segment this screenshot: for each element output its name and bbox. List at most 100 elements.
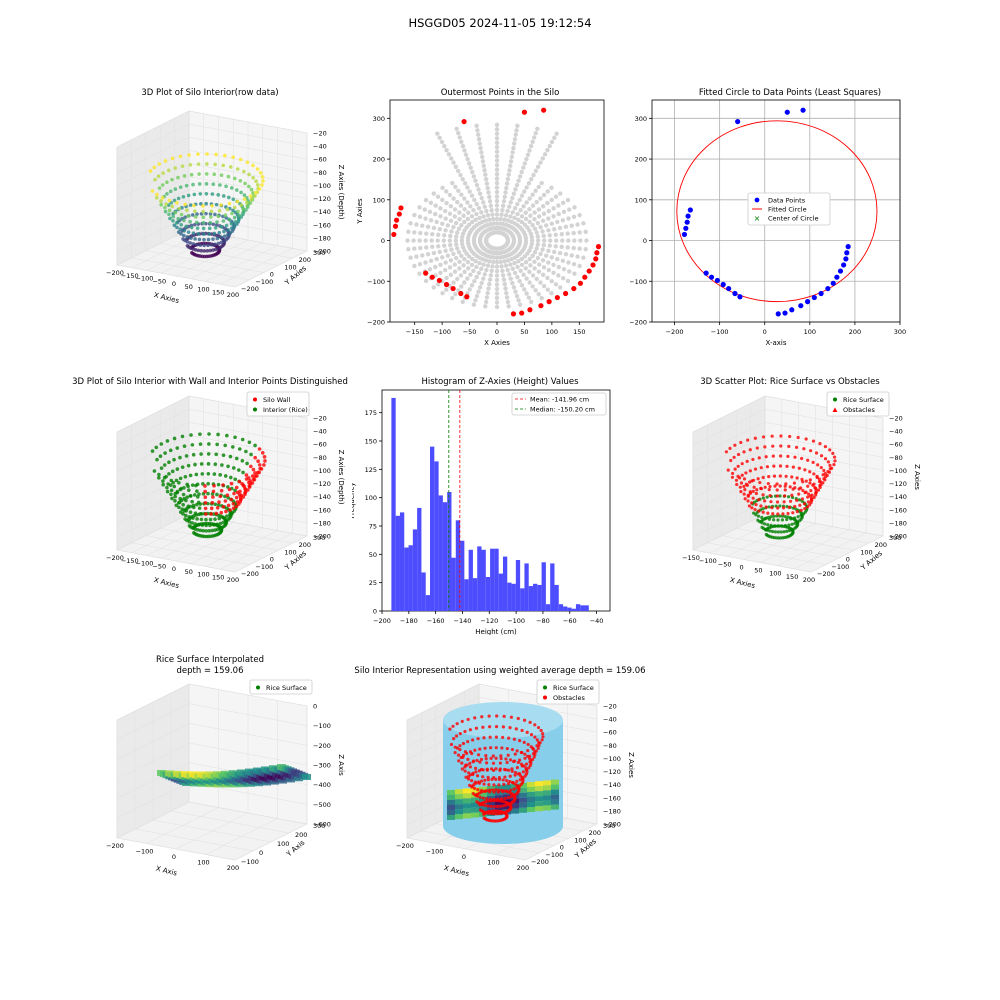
scan-point bbox=[207, 442, 211, 446]
scan-point bbox=[205, 152, 209, 156]
scan-point bbox=[244, 473, 249, 477]
scan-point bbox=[190, 521, 194, 525]
scan-point bbox=[789, 517, 793, 521]
interior-point bbox=[546, 267, 552, 273]
outer-point bbox=[510, 311, 517, 317]
scan-point bbox=[796, 515, 800, 519]
title-histogram: Histogram of Z-Axies (Height) Values bbox=[421, 377, 579, 387]
histogram-bar bbox=[571, 608, 576, 611]
z-tick-label: −100 bbox=[313, 182, 331, 190]
scan-point bbox=[784, 474, 788, 478]
interior-point bbox=[541, 238, 547, 243]
x-tick-label: 100 bbox=[197, 571, 209, 579]
interior-point bbox=[440, 255, 445, 260]
y-tick-label: −100 bbox=[630, 278, 647, 286]
obstacle-point bbox=[528, 754, 532, 758]
scan-point bbox=[753, 507, 757, 512]
interior-point bbox=[494, 216, 500, 222]
data-point bbox=[845, 244, 851, 250]
scan-point bbox=[185, 495, 190, 499]
grid-line bbox=[743, 523, 816, 560]
interior-point bbox=[527, 206, 532, 212]
scan-point bbox=[823, 444, 828, 449]
interior-point bbox=[452, 269, 458, 274]
interior-point bbox=[516, 217, 521, 223]
scan-point bbox=[800, 499, 804, 503]
scan-point bbox=[231, 466, 236, 470]
obstacle-point bbox=[510, 747, 515, 752]
obstacle-point bbox=[497, 783, 501, 787]
x-axis-label: Height (cm) bbox=[475, 628, 517, 635]
interior-point bbox=[583, 229, 588, 235]
scan-point bbox=[184, 454, 189, 458]
interior-point bbox=[533, 188, 538, 193]
interior-point bbox=[540, 247, 545, 252]
obstacle-point bbox=[456, 753, 461, 757]
scan-point bbox=[178, 227, 183, 232]
data-point bbox=[681, 231, 688, 238]
scan-point bbox=[173, 187, 178, 191]
scan-point bbox=[778, 464, 783, 468]
scan-point bbox=[826, 460, 830, 464]
interior-point bbox=[567, 269, 572, 274]
scan-point bbox=[174, 478, 179, 483]
obstacle-point bbox=[478, 795, 482, 799]
scan-point bbox=[196, 500, 201, 505]
scan-point bbox=[231, 197, 236, 202]
x-tick-label: −150 bbox=[682, 554, 700, 562]
scan-point bbox=[162, 463, 167, 467]
interior-point bbox=[543, 253, 549, 258]
histogram-bar bbox=[408, 545, 413, 611]
scan-point bbox=[229, 475, 233, 480]
interior-point bbox=[514, 182, 520, 188]
title-rice-interp-2: depth = 159.06 bbox=[176, 666, 244, 676]
obstacle-point bbox=[460, 767, 464, 771]
interior-point bbox=[491, 259, 496, 265]
interior-point bbox=[484, 267, 489, 273]
interior-point bbox=[560, 276, 566, 281]
grid-line bbox=[116, 837, 236, 861]
scan-point bbox=[253, 455, 257, 460]
grid-line bbox=[764, 448, 884, 471]
scan-point bbox=[176, 216, 181, 221]
grid-line bbox=[188, 215, 308, 239]
y-axis-label: Y Axies bbox=[356, 198, 364, 225]
scan-point bbox=[227, 201, 232, 206]
interior-point bbox=[515, 123, 520, 129]
interior-point bbox=[487, 281, 492, 287]
scan-point bbox=[221, 520, 226, 525]
scan-point bbox=[809, 449, 813, 453]
scan-point bbox=[783, 484, 787, 488]
interior-point bbox=[499, 264, 504, 269]
scan-point bbox=[185, 244, 190, 248]
scan-point bbox=[248, 201, 253, 205]
interior-point bbox=[572, 238, 577, 243]
interior-point bbox=[457, 210, 462, 215]
z-tick-label: −180 bbox=[313, 519, 331, 527]
interior-point bbox=[440, 221, 445, 226]
interior-point bbox=[491, 216, 496, 222]
scan-point bbox=[779, 434, 783, 438]
interior-point bbox=[444, 275, 449, 281]
grid-line bbox=[116, 549, 236, 573]
interior-point bbox=[522, 189, 527, 194]
scan-point bbox=[193, 209, 197, 213]
scan-point bbox=[178, 476, 183, 481]
scan-point bbox=[204, 517, 208, 522]
obstacle-point bbox=[483, 746, 487, 750]
x-tick-label: 200 bbox=[517, 864, 529, 872]
interior-point bbox=[527, 219, 532, 225]
obstacle-point bbox=[540, 738, 544, 742]
interior-point bbox=[571, 214, 577, 220]
scan-point bbox=[808, 470, 812, 474]
scan-point bbox=[763, 522, 767, 526]
x-tick-label: −200 bbox=[106, 554, 124, 562]
interior-point bbox=[510, 280, 515, 286]
obstacle-point bbox=[524, 768, 529, 772]
surface-cell bbox=[519, 797, 527, 803]
interior-point bbox=[575, 222, 580, 227]
surface-cell bbox=[519, 787, 527, 793]
scan-point bbox=[771, 444, 775, 448]
y-tick-label: −100 bbox=[831, 563, 849, 571]
scan-point bbox=[217, 208, 222, 213]
